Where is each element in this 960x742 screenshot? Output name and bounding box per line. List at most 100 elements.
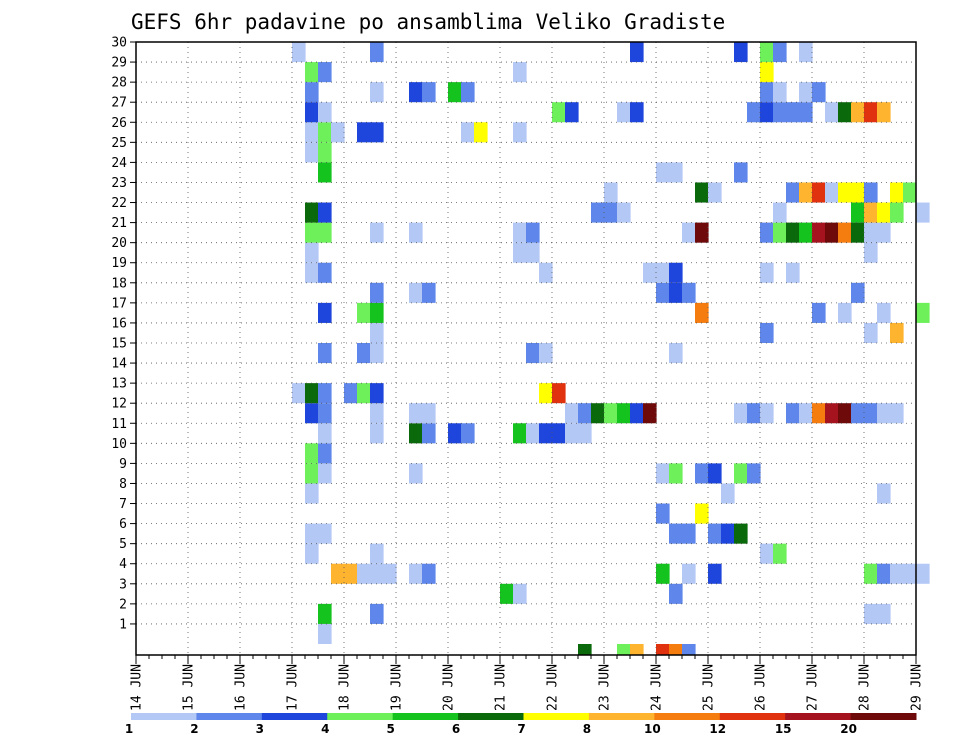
x-tick-label: 15 JUN xyxy=(182,664,197,711)
heatmap-cell xyxy=(812,222,826,243)
heatmap-cell xyxy=(318,343,332,364)
colorbar-label: 7 xyxy=(517,722,525,736)
y-tick-label: 24 xyxy=(111,156,127,171)
heatmap-cell xyxy=(409,463,423,484)
y-tick-label: 3 xyxy=(119,577,127,592)
x-tick-label: 24 JUN xyxy=(650,664,665,711)
heatmap-cell xyxy=(305,383,319,404)
colorbar-label: 2 xyxy=(190,722,198,736)
heatmap-cell xyxy=(318,302,332,323)
colorbar-swatch xyxy=(719,713,786,720)
heatmap-cell xyxy=(370,322,384,343)
y-tick-label: 21 xyxy=(111,216,127,231)
x-tick-label: 27 JUN xyxy=(806,664,821,711)
colorbar-label: 12 xyxy=(709,722,726,736)
heatmap-cell xyxy=(630,42,644,63)
heatmap-cell xyxy=(305,122,319,143)
heatmap-cell xyxy=(500,583,514,604)
heatmap-cell xyxy=(864,403,878,424)
heatmap-cell xyxy=(318,423,332,444)
heatmap-cell xyxy=(851,102,865,123)
heatmap-cell xyxy=(682,222,696,243)
heatmap-cell xyxy=(318,523,332,544)
heatmap-cell xyxy=(357,383,371,404)
heatmap-cell xyxy=(656,463,670,484)
heatmap-cell xyxy=(305,443,319,464)
y-tick-label: 12 xyxy=(111,397,127,412)
heatmap-cell xyxy=(669,523,683,544)
y-tick-label: 7 xyxy=(119,497,127,512)
heatmap-cell xyxy=(903,182,917,203)
heatmap-cell xyxy=(318,142,332,163)
heatmap-cell xyxy=(864,182,878,203)
heatmap-cell xyxy=(318,443,332,464)
heatmap-cell xyxy=(760,62,774,83)
heatmap-cell xyxy=(851,282,865,303)
heatmap-cell xyxy=(318,122,332,143)
heatmap-cell xyxy=(630,102,644,123)
y-tick-label: 29 xyxy=(111,56,127,71)
y-tick-label: 18 xyxy=(111,276,127,291)
heatmap-cell xyxy=(565,102,579,123)
colorbar-swatch xyxy=(327,713,394,720)
y-tick-label: 15 xyxy=(111,337,127,352)
heatmap-cell xyxy=(695,182,709,203)
colorbar-label: 10 xyxy=(644,722,661,736)
heatmap-cell xyxy=(812,82,826,103)
y-tick-label: 9 xyxy=(119,457,127,472)
heatmap-cell xyxy=(734,523,748,544)
heatmap-cell xyxy=(877,202,891,223)
heatmap-cell xyxy=(539,383,553,404)
heatmap-cell xyxy=(370,423,384,444)
heatmap-cell xyxy=(318,463,332,484)
heatmap-cell xyxy=(851,403,865,424)
heatmap-cell xyxy=(370,42,384,63)
heatmap-cell xyxy=(669,162,683,183)
heatmap-cell xyxy=(422,82,436,103)
heatmap-cell xyxy=(734,463,748,484)
heatmap-cell xyxy=(318,383,332,404)
colorbar-label: 15 xyxy=(775,722,792,736)
heatmap-cell xyxy=(409,282,423,303)
y-axis: 1234567891011121314151617181920212223242… xyxy=(111,36,136,632)
heatmap-cell xyxy=(292,383,306,404)
heatmap-cell xyxy=(578,403,592,424)
x-tick-label: 20 JUN xyxy=(442,664,457,711)
heatmap-cell xyxy=(760,262,774,283)
heatmap-cell xyxy=(526,423,540,444)
x-tick-label: 18 JUN xyxy=(338,664,353,711)
x-tick-label: 19 JUN xyxy=(390,664,405,711)
y-tick-label: 26 xyxy=(111,116,127,131)
heatmap-cell xyxy=(448,423,462,444)
heatmap-cell xyxy=(877,222,891,243)
x-tick-label: 14 JUN xyxy=(130,664,145,711)
heatmap-cell xyxy=(760,42,774,63)
heatmap-cell xyxy=(370,343,384,364)
heatmap-cell xyxy=(877,403,891,424)
heatmap-cell xyxy=(734,162,748,183)
heatmap-cell xyxy=(773,543,787,564)
heatmap-cell xyxy=(318,162,332,183)
heatmap-cell xyxy=(695,463,709,484)
heatmap-cell xyxy=(409,423,423,444)
y-tick-label: 28 xyxy=(111,76,127,91)
heatmap-cell xyxy=(682,563,696,584)
heatmap-cell xyxy=(799,182,813,203)
heatmap-cell xyxy=(357,122,371,143)
colorbar-label: 4 xyxy=(321,722,329,736)
heatmap-cell xyxy=(786,102,800,123)
colorbar-label: 8 xyxy=(583,722,591,736)
heatmap-cell xyxy=(799,403,813,424)
heatmap-cell xyxy=(695,503,709,524)
heatmap-cell xyxy=(461,122,475,143)
heatmap-cell xyxy=(656,563,670,584)
heatmap-cell xyxy=(318,623,332,644)
colorbar-swatch xyxy=(523,713,590,720)
heatmap-cell xyxy=(331,122,345,143)
heatmap-cell xyxy=(825,403,839,424)
heatmap-cell xyxy=(734,42,748,63)
heatmap-cell xyxy=(786,262,800,283)
heatmap-cell xyxy=(513,122,527,143)
heatmap-cell xyxy=(344,383,358,404)
heatmap-cell xyxy=(305,222,319,243)
